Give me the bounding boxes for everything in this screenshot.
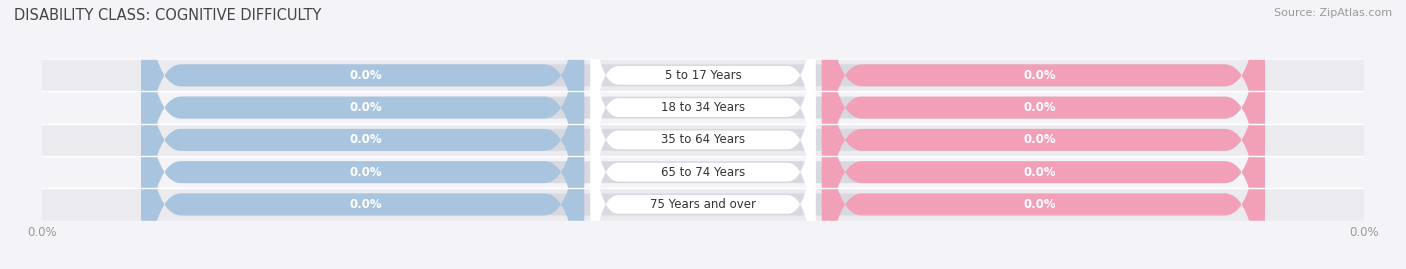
FancyBboxPatch shape xyxy=(591,0,815,234)
FancyBboxPatch shape xyxy=(823,22,1264,269)
FancyBboxPatch shape xyxy=(823,0,1264,269)
Text: 0.0%: 0.0% xyxy=(1024,69,1056,82)
Text: Source: ZipAtlas.com: Source: ZipAtlas.com xyxy=(1274,8,1392,18)
Text: 0.0%: 0.0% xyxy=(1024,101,1056,114)
Bar xyxy=(42,124,1364,156)
Text: 0.0%: 0.0% xyxy=(350,69,382,82)
FancyBboxPatch shape xyxy=(141,0,583,269)
Text: 0.0%: 0.0% xyxy=(1024,198,1056,211)
Text: 0.0%: 0.0% xyxy=(1024,166,1056,179)
FancyBboxPatch shape xyxy=(591,78,815,269)
FancyBboxPatch shape xyxy=(141,0,583,269)
Text: 5 to 17 Years: 5 to 17 Years xyxy=(665,69,741,82)
Text: 75 Years and over: 75 Years and over xyxy=(650,198,756,211)
FancyBboxPatch shape xyxy=(823,0,1264,269)
FancyBboxPatch shape xyxy=(591,14,815,266)
FancyBboxPatch shape xyxy=(141,22,1264,269)
FancyBboxPatch shape xyxy=(591,46,815,269)
FancyBboxPatch shape xyxy=(823,0,1264,258)
FancyBboxPatch shape xyxy=(141,0,583,258)
Text: 18 to 34 Years: 18 to 34 Years xyxy=(661,101,745,114)
FancyBboxPatch shape xyxy=(591,0,815,201)
FancyBboxPatch shape xyxy=(141,0,1264,269)
FancyBboxPatch shape xyxy=(141,22,583,269)
Text: 0.0%: 0.0% xyxy=(1024,133,1056,146)
Text: 35 to 64 Years: 35 to 64 Years xyxy=(661,133,745,146)
Text: DISABILITY CLASS: COGNITIVE DIFFICULTY: DISABILITY CLASS: COGNITIVE DIFFICULTY xyxy=(14,8,322,23)
Text: 0.0%: 0.0% xyxy=(350,101,382,114)
Text: 0.0%: 0.0% xyxy=(350,198,382,211)
Bar xyxy=(42,59,1364,91)
FancyBboxPatch shape xyxy=(141,0,1264,258)
Text: 65 to 74 Years: 65 to 74 Years xyxy=(661,166,745,179)
Bar xyxy=(42,91,1364,124)
FancyBboxPatch shape xyxy=(141,0,583,269)
Bar xyxy=(42,188,1364,221)
FancyBboxPatch shape xyxy=(823,0,1264,269)
Bar xyxy=(42,156,1364,188)
FancyBboxPatch shape xyxy=(141,0,1264,269)
Text: 0.0%: 0.0% xyxy=(350,166,382,179)
Text: 0.0%: 0.0% xyxy=(350,133,382,146)
FancyBboxPatch shape xyxy=(141,0,1264,269)
